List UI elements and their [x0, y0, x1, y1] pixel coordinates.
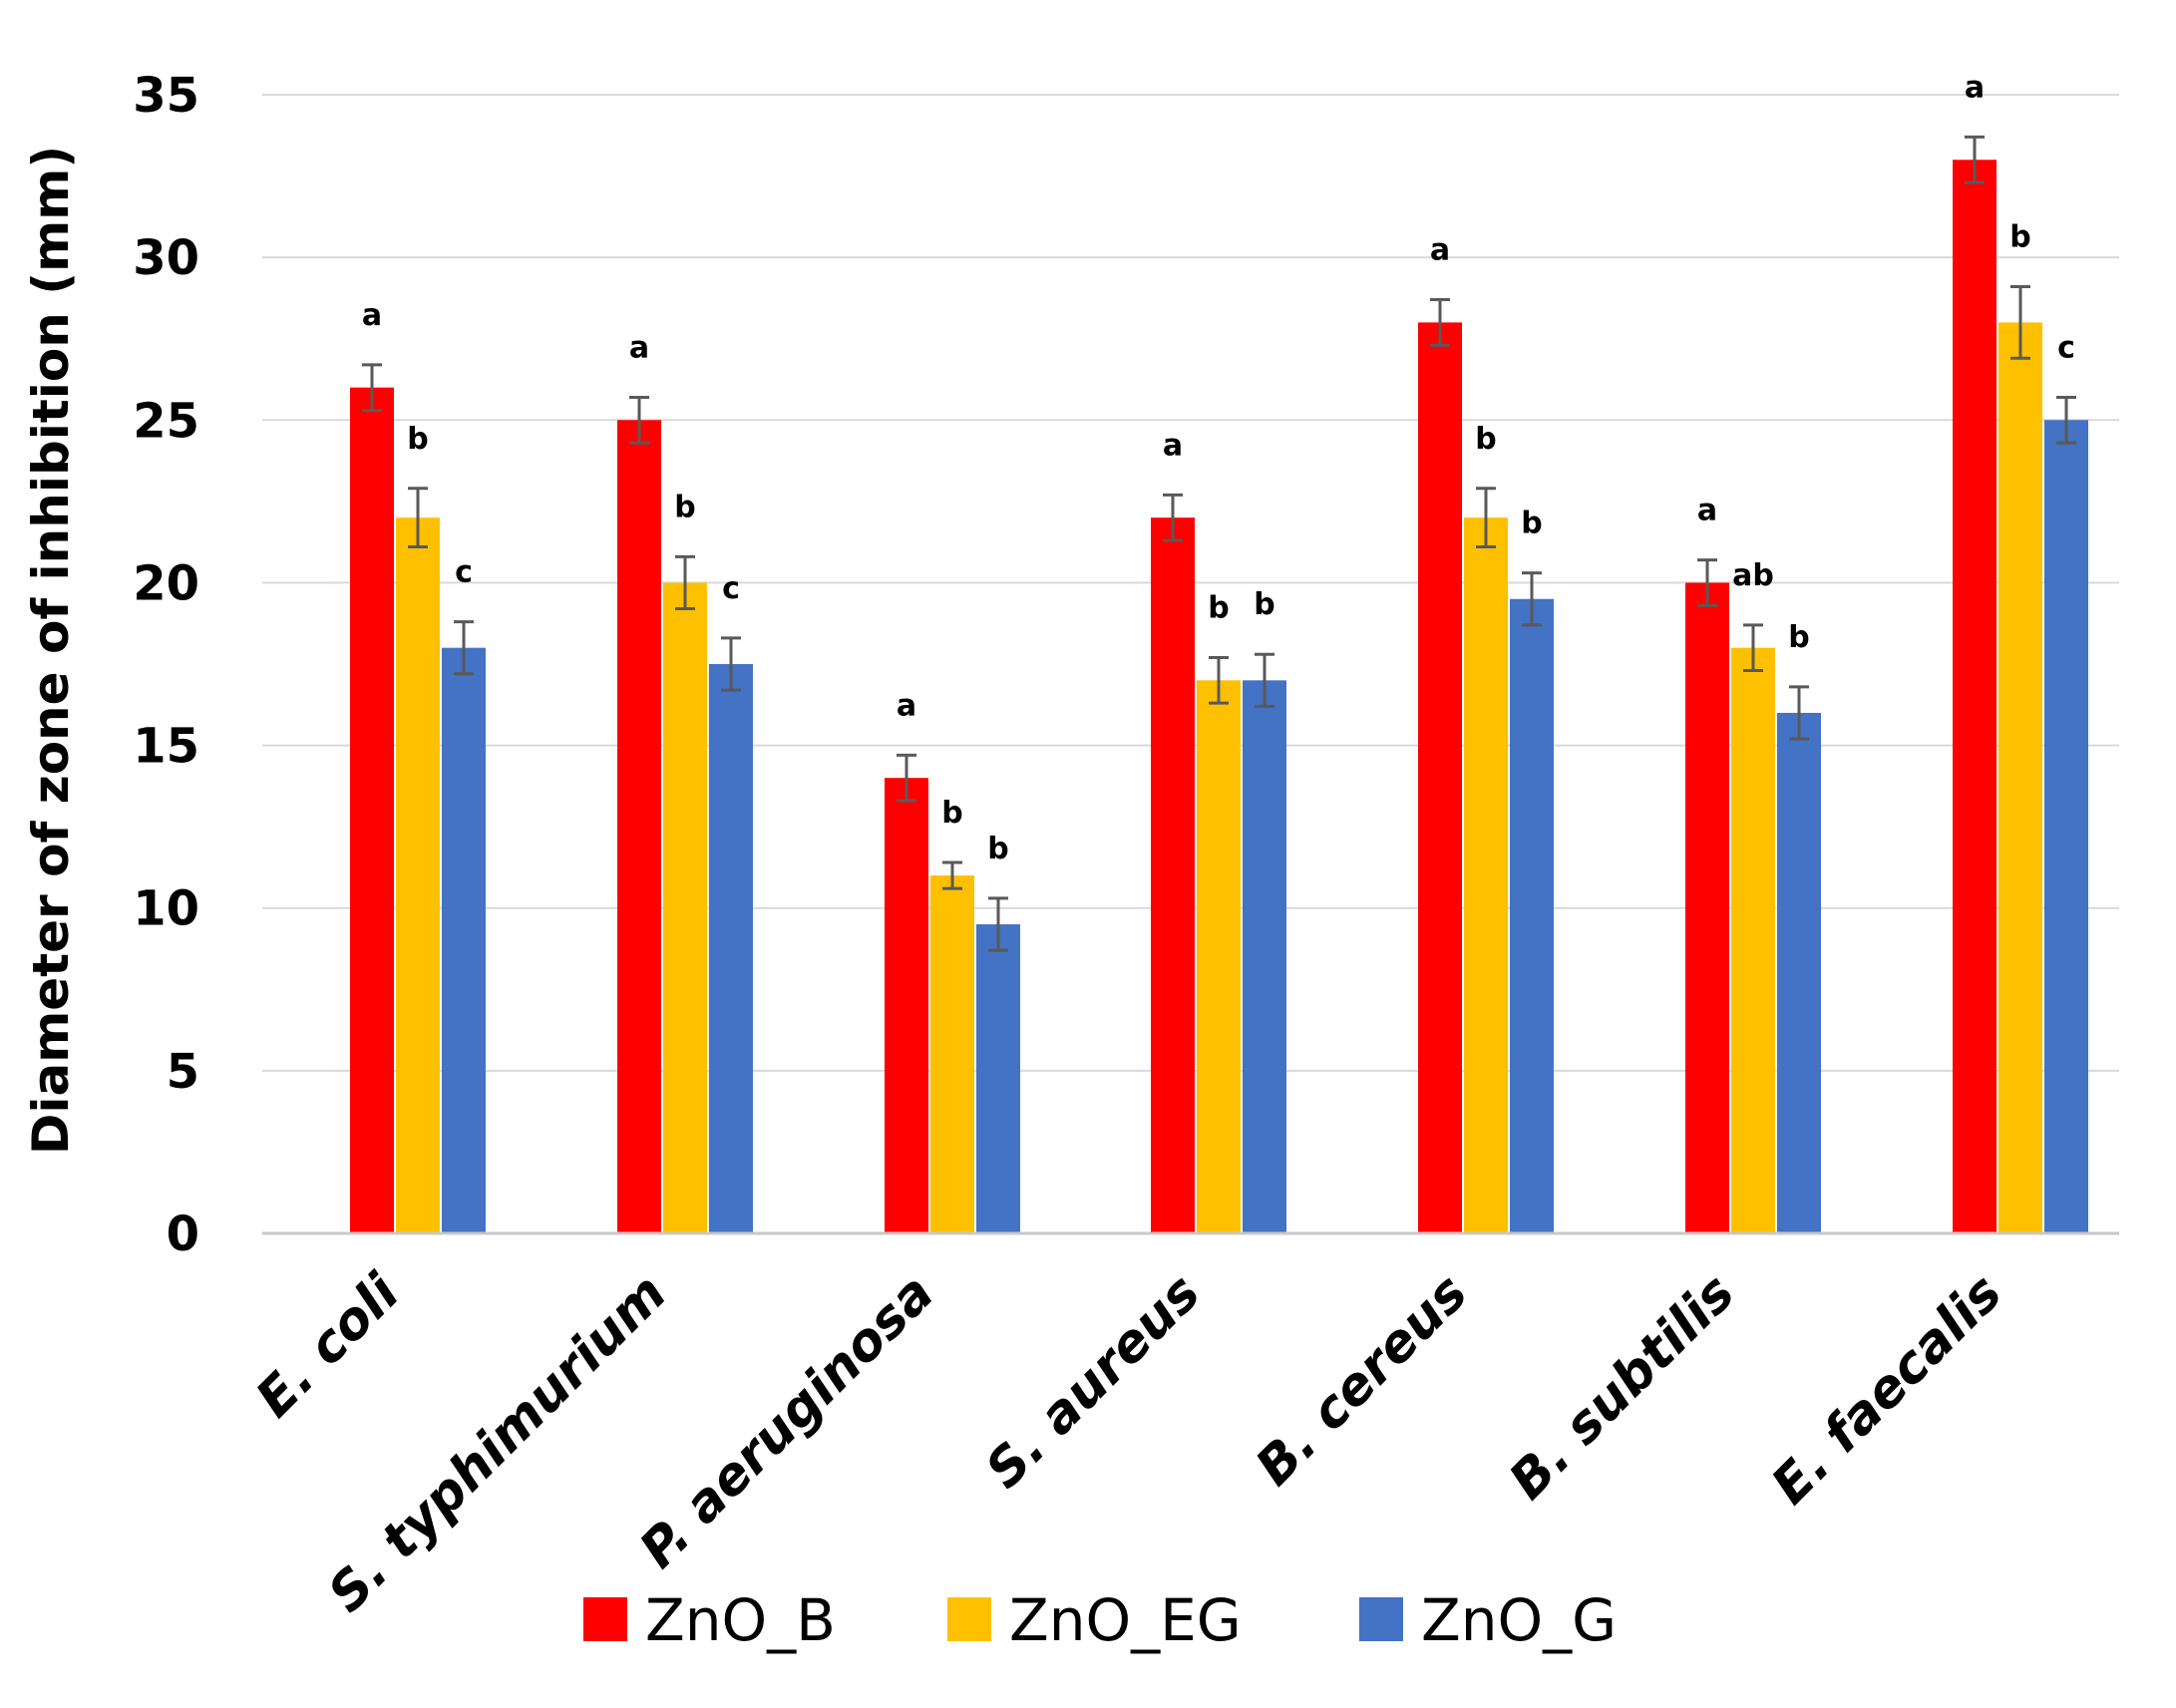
legend-item-zno-eg: ZnO_EG — [947, 1586, 1242, 1654]
legend-label: ZnO_EG — [1009, 1586, 1242, 1654]
bar-zno-b-0 — [350, 387, 394, 1234]
error-bar — [1255, 652, 1274, 708]
x-category-label: P. aeruginosa — [628, 1263, 945, 1580]
significance-letter: a — [1430, 233, 1450, 268]
y-tick-label: 15 — [133, 719, 199, 775]
significance-letter: c — [2057, 330, 2075, 365]
legend: ZnO_B ZnO_EG ZnO_G — [583, 1586, 1617, 1654]
bar-zno-b-6 — [1953, 160, 1996, 1234]
legend-item-zno-g: ZnO_G — [1359, 1586, 1617, 1654]
error-bar — [1965, 135, 1985, 184]
y-tick-label: 0 — [167, 1206, 199, 1262]
bar-zno-b-2 — [885, 778, 928, 1233]
y-axis-ticks: 0 5 10 15 20 25 30 35 — [133, 68, 199, 1262]
significance-letter: b — [2009, 220, 2030, 255]
error-bar — [2056, 395, 2076, 445]
y-tick-label: 35 — [133, 68, 199, 124]
error-bar — [362, 363, 382, 412]
legend-label: ZnO_B — [645, 1586, 836, 1654]
x-category-label: S. aureus — [974, 1263, 1212, 1501]
x-category-label: B. cereus — [1245, 1263, 1479, 1498]
error-bar — [454, 620, 474, 676]
bar-zno-g-6 — [2044, 420, 2088, 1233]
bar-zno-b-3 — [1151, 517, 1195, 1233]
y-tick-label: 25 — [133, 393, 199, 449]
bar-zno-g-5 — [1777, 712, 1821, 1233]
error-bar — [1522, 571, 1542, 627]
significance-letter: b — [674, 490, 695, 524]
error-bar — [1163, 493, 1183, 542]
error-bar — [721, 636, 741, 692]
bar-zno-g-3 — [1243, 680, 1286, 1233]
significance-letter: c — [455, 555, 473, 590]
significance-letter: b — [407, 422, 428, 457]
bar-zno-b-5 — [1685, 582, 1729, 1233]
y-tick-label: 30 — [133, 230, 199, 286]
bar-zno-eg-6 — [1998, 322, 2042, 1233]
error-bar — [1743, 623, 1763, 673]
significance-letter: a — [1965, 70, 1985, 105]
y-tick-label: 20 — [133, 555, 199, 611]
x-category-label: E. coli — [245, 1262, 412, 1429]
legend-label: ZnO_G — [1421, 1586, 1617, 1654]
legend-item-zno-b: ZnO_B — [583, 1586, 836, 1654]
bar-zno-eg-5 — [1731, 647, 1775, 1233]
error-bar — [2010, 285, 2030, 360]
significance-letter: b — [1254, 587, 1274, 622]
y-tick-label: 5 — [167, 1044, 199, 1100]
bars — [350, 160, 2088, 1234]
bar-zno-g-2 — [976, 924, 1020, 1233]
significance-letter: ab — [1732, 558, 1774, 593]
error-bar — [988, 896, 1008, 952]
bar-zno-b-4 — [1418, 322, 1462, 1233]
error-bar — [1430, 298, 1450, 347]
error-bar — [675, 554, 695, 611]
bar-zno-eg-0 — [396, 517, 440, 1233]
significance-letter: b — [1475, 422, 1496, 457]
bar-zno-g-0 — [442, 647, 486, 1233]
bar-zno-g-1 — [709, 664, 753, 1233]
error-bar — [1789, 685, 1809, 741]
y-tick-label: 10 — [133, 881, 199, 937]
significance-letter: a — [897, 688, 916, 723]
error-bar — [629, 395, 649, 445]
bar-zno-eg-2 — [930, 875, 974, 1233]
significance-letter: b — [987, 832, 1008, 866]
significance-letter: a — [629, 330, 649, 365]
bar-zno-eg-1 — [663, 582, 707, 1233]
bar-zno-b-1 — [617, 420, 661, 1233]
legend-swatch — [583, 1597, 627, 1641]
x-category-label: B. subtilis — [1498, 1263, 1746, 1512]
significance-letter: b — [1788, 620, 1809, 655]
significance-letter: b — [1208, 590, 1229, 625]
error-bar — [1476, 487, 1496, 549]
error-bar — [408, 487, 428, 549]
legend-swatch — [1359, 1597, 1403, 1641]
error-bar — [1209, 655, 1229, 705]
y-axis-title: Diameter of zone of inhibition (mm) — [22, 146, 80, 1155]
significance-letter: b — [941, 796, 962, 831]
legend-swatch — [947, 1597, 991, 1641]
error-bar — [897, 753, 916, 803]
x-category-label: E. faecalis — [1760, 1263, 2013, 1517]
bar-zno-eg-4 — [1464, 517, 1508, 1233]
significance-letter: a — [1163, 428, 1183, 463]
bar-zno-g-4 — [1510, 598, 1554, 1233]
significance-letter: b — [1521, 507, 1542, 541]
error-bar — [1697, 558, 1717, 607]
bar-zno-eg-3 — [1197, 680, 1241, 1233]
significance-letter: c — [722, 571, 740, 606]
significance-letter: a — [1697, 494, 1717, 528]
error-bar — [942, 860, 962, 890]
significance-letter: a — [362, 298, 382, 333]
error-bars — [362, 135, 2076, 952]
